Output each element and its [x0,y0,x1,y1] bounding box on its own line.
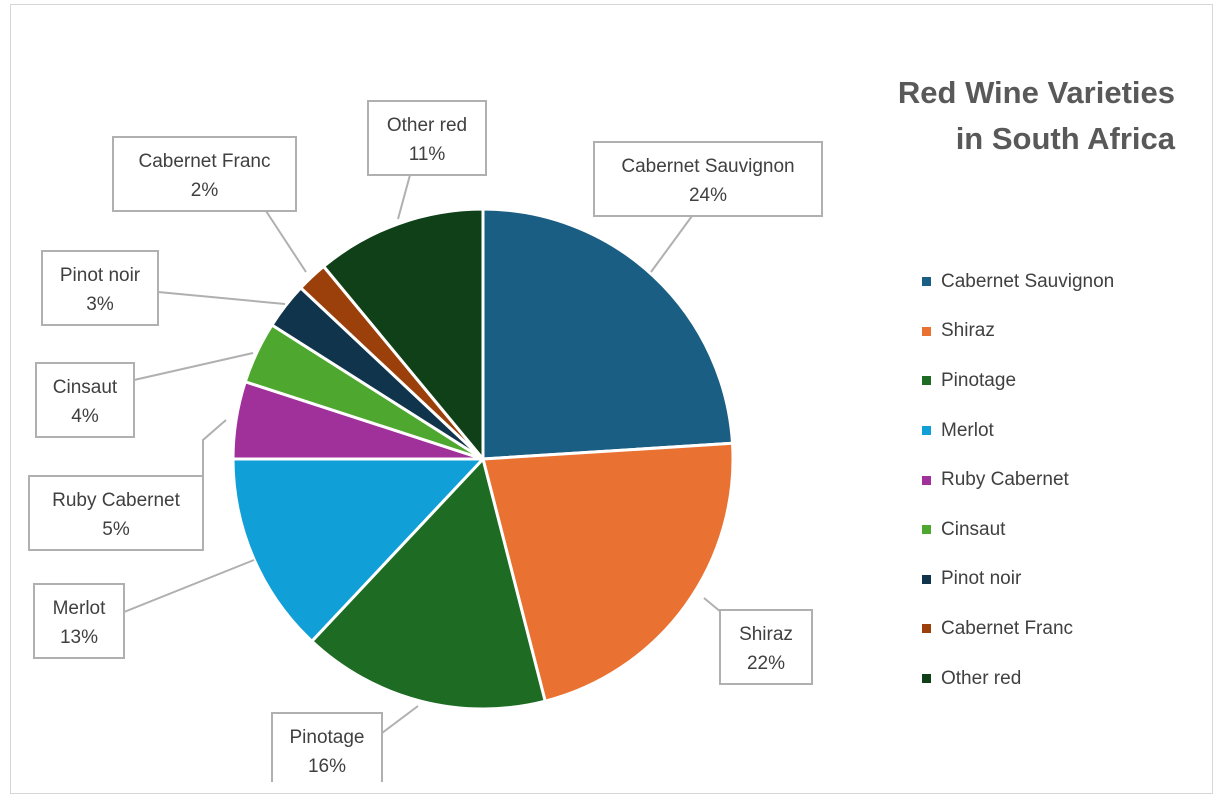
label-category: Pinotage [289,727,364,748]
label-box [593,141,823,217]
pie-slice-pinotage [310,457,547,711]
label-box [719,609,813,685]
chart-legend: Cabernet Sauvignon Shiraz Pinotage Merlot Ru… [922,257,1114,703]
legend-swatch [922,624,931,634]
leader-line [157,291,286,305]
label-percent: 5% [102,519,130,540]
legend-swatch [922,426,931,436]
label-percent: 22% [747,653,785,674]
legend-label: Cabernet Sauvignon [941,270,1115,292]
legend-label: Merlot [941,419,994,441]
legend-item-pinotage: Pinotage [922,356,1114,406]
pie-slice-cabernet-sauvignon [481,207,735,461]
leader-line [650,215,802,273]
pie-slice-merlot [231,457,485,643]
legend-label: Cabernet Franc [941,617,1074,639]
label-category: Cabernet Sauvignon [621,156,794,177]
label-percent: 16% [308,756,346,777]
legend-item-shiraz: Shiraz [922,307,1114,357]
legend-label: Cinsaut [941,518,1006,540]
legend-item-pinot-noir: Pinot noir [922,555,1114,605]
label-category: Pinot noir [60,265,141,286]
data-label-cabernet-sauvignon: Cabernet Sauvignon 24% [593,141,823,273]
label-percent: 24% [689,185,727,206]
legend-item-cabernet-franc: Cabernet Franc [922,604,1114,654]
pie-slice-shiraz [481,441,735,703]
legend-label: Ruby Cabernet [941,469,1069,491]
legend-item-cinsaut: Cinsaut [922,505,1114,555]
label-percent: 13% [60,627,98,648]
data-label-cinsaut: Cinsaut 4% [35,352,254,438]
label-percent: 2% [191,180,219,201]
legend-swatch [922,525,931,535]
label-percent: 3% [86,294,114,315]
leader-line [397,174,420,220]
leader-line [133,352,254,381]
label-box [271,712,383,782]
label-category: Shiraz [739,624,793,645]
data-label-merlot: Merlot 13% [33,559,255,659]
data-label-cabernet-franc: Cabernet Franc 2% [112,136,307,273]
legend-label: Shiraz [941,320,995,342]
label-category: Merlot [53,598,107,619]
label-box [33,583,125,659]
leader-line [110,559,255,613]
label-category: Cabernet Franc [138,151,270,172]
leader-line [265,210,307,273]
data-label-pinotage: Pinotage 16% [271,705,419,782]
data-labels: Cabernet Sauvignon 24% Shiraz 22% Pinotage 16… [28,100,823,782]
chart-title: Red Wine Varieties in South Africa [898,70,1175,162]
label-category: Ruby Cabernet [52,490,181,511]
legend-swatch [922,475,931,485]
label-category: Other red [387,115,467,136]
label-percent: 4% [71,406,99,427]
label-box [28,475,204,551]
data-label-other-red: Other red 11% [367,100,487,220]
legend-item-other-red: Other red [922,654,1114,704]
label-box [35,362,135,438]
label-percent: 11% [409,144,446,165]
legend-item-merlot: Merlot [922,406,1114,456]
pie-slice-other-red [322,207,485,461]
chart-title-line-2: in South Africa [955,121,1175,156]
legend-swatch [922,574,931,584]
legend-label: Pinot noir [941,568,1022,590]
label-box [112,136,297,212]
legend-label: Other red [941,667,1022,689]
legend-label: Pinotage [941,369,1017,391]
legend-swatch [922,674,931,684]
chart-title-line-1: Red Wine Varieties [897,75,1175,110]
label-box [367,100,487,176]
pie-slices [231,207,735,711]
data-label-ruby-cabernet: Ruby Cabernet 5% [28,419,227,551]
data-label-shiraz: Shiraz 22% [703,597,813,685]
label-category: Cinsaut [53,377,118,398]
leader-line [140,419,227,477]
label-box [41,250,159,326]
legend-swatch [922,326,931,336]
legend-item-cabernet-sauvignon: Cabernet Sauvignon [922,257,1114,307]
legend-swatch [922,376,931,386]
legend-item-ruby-cabernet: Ruby Cabernet [922,455,1114,505]
legend-swatch [922,277,931,287]
data-label-pinot-noir: Pinot noir 3% [41,250,286,326]
